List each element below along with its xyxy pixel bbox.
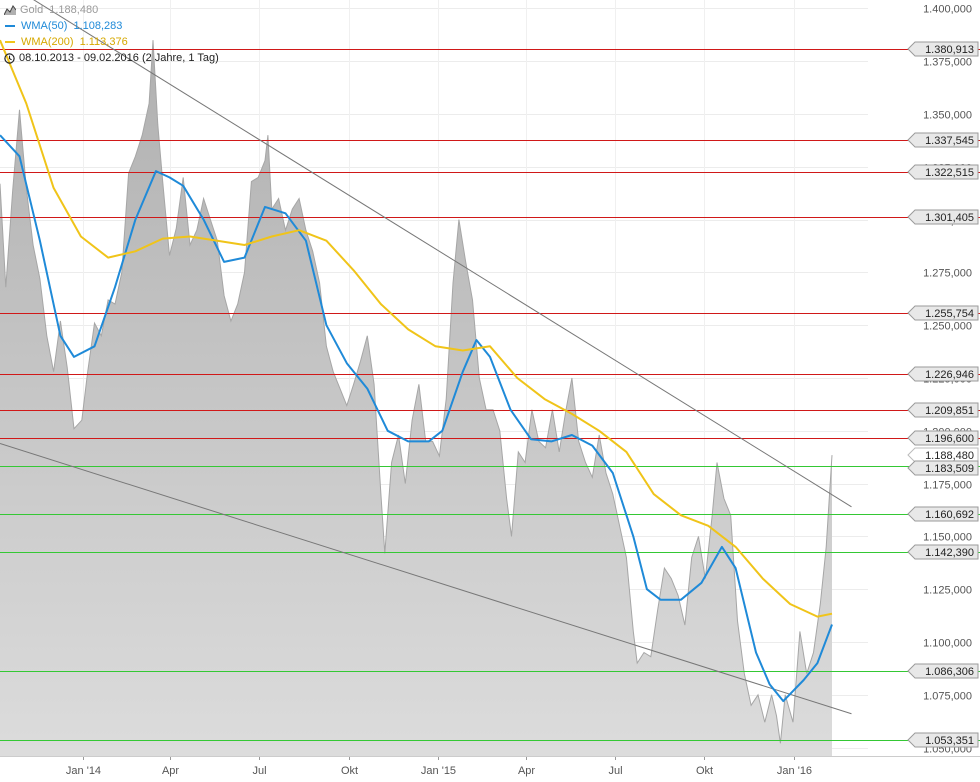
price-tag-text: 1.053,351	[925, 735, 974, 747]
legend-gold-value: 1.188,480	[49, 4, 99, 16]
clock-icon	[4, 52, 15, 64]
y-tick-label: 1.250,000	[923, 321, 972, 333]
price-tag-shape	[907, 209, 979, 225]
legend-wma50-value: 1.108,283	[73, 20, 123, 32]
price-tag-text: 1.183,509	[925, 463, 974, 475]
wma50-line[interactable]	[0, 134, 833, 703]
legend-gold-name: Gold	[20, 4, 44, 16]
last-price-tag[interactable]: 1.188,480	[907, 447, 979, 463]
level-price-tag[interactable]: 1.226,946	[907, 366, 979, 382]
y-tick-label: 1.125,000	[923, 585, 972, 597]
price-tag-text: 1.196,600	[925, 433, 974, 445]
level-price-tag[interactable]: 1.322,515	[907, 164, 979, 180]
price-tag-shape	[907, 402, 979, 418]
price-tag-text: 1.337,545	[925, 135, 974, 147]
price-tag-text: 1.086,306	[925, 666, 974, 678]
price-tag-shape	[907, 132, 979, 148]
price-tag-text: 1.209,851	[925, 405, 974, 417]
y-tick-label: 1.350,000	[923, 110, 972, 122]
level-price-tag[interactable]: 1.255,754	[907, 305, 979, 321]
level-price-tag[interactable]: 1.160,692	[907, 506, 979, 522]
level-price-tag[interactable]: 1.183,509	[907, 460, 979, 476]
y-tick-label: 1.175,000	[923, 480, 972, 492]
moving-averages-layer	[0, 39, 833, 703]
level-labels-layer: 1.380,913 1.337,545 1.322,515 1.301,405 1.25…	[907, 41, 979, 748]
x-tick-label: Jul	[252, 765, 266, 777]
wma200-swatch-icon	[5, 41, 15, 43]
price-tag-shape	[907, 366, 979, 382]
level-price-tag[interactable]: 1.337,545	[907, 132, 979, 148]
y-tick-label: 1.275,000	[923, 268, 972, 280]
level-price-tag[interactable]: 1.053,351	[907, 732, 979, 748]
gold-price-area[interactable]	[0, 40, 832, 757]
wma200-line[interactable]	[0, 39, 833, 618]
legend-gold-row[interactable]: Gold 1.188,480	[4, 2, 219, 18]
y-tick-label: 1.400,000	[923, 4, 972, 16]
price-tag-shape	[907, 41, 979, 57]
x-tick-label: Jan '14	[66, 765, 101, 777]
y-tick-label: 1.075,000	[923, 691, 972, 703]
price-tag-text: 1.255,754	[925, 308, 974, 320]
legend-wma200-name: WMA(200)	[21, 36, 74, 48]
price-tag-shape	[907, 663, 979, 679]
price-tag-text: 1.226,946	[925, 369, 974, 381]
legend-period-row[interactable]: 08.10.2013 - 09.02.2016 (2 Jahre, 1 Tag)	[4, 50, 219, 66]
level-price-tag[interactable]: 1.086,306	[907, 663, 979, 679]
x-tick-label: Okt	[696, 765, 713, 777]
level-price-tag[interactable]: 1.142,390	[907, 544, 979, 560]
y-tick-label: 1.150,000	[923, 532, 972, 544]
price-tag-shape	[907, 732, 979, 748]
level-price-tag[interactable]: 1.209,851	[907, 402, 979, 418]
legend-wma50-row[interactable]: WMA(50) 1.108,283	[4, 18, 219, 34]
legend-wma200-value: 1.113,376	[79, 36, 128, 48]
price-tag-text: 1.188,480	[925, 450, 974, 462]
price-tag-text: 1.142,390	[925, 547, 974, 559]
price-tag-text: 1.380,913	[925, 44, 974, 56]
legend-period-text: 08.10.2013 - 09.02.2016 (2 Jahre, 1 Tag)	[19, 52, 219, 64]
y-tick-label: 1.375,000	[923, 57, 972, 69]
price-tag-shape	[907, 506, 979, 522]
x-tick-label: Apr	[518, 765, 535, 777]
level-price-tag[interactable]: 1.196,600	[907, 430, 979, 446]
price-tag-text: 1.301,405	[925, 212, 974, 224]
y-tick-label: 1.100,000	[923, 638, 972, 650]
price-tag-shape	[907, 460, 979, 476]
legend-wma200-row[interactable]: WMA(200) 1.113,376	[4, 34, 219, 50]
price-tag-shape	[907, 164, 979, 180]
x-axis: Jan '14 Apr Jul Okt Jan '15 Apr Jul Okt Jan '16	[0, 756, 980, 777]
level-price-tag[interactable]: 1.380,913	[907, 41, 979, 57]
legend-wma50-name: WMA(50)	[21, 20, 68, 32]
chart-legend: Gold 1.188,480 WMA(50) 1.108,283 WMA(200…	[4, 2, 219, 66]
price-tag-shape	[907, 447, 979, 463]
wma50-swatch-icon	[5, 25, 15, 27]
trendline[interactable]	[0, 0, 852, 508]
price-tag-shape	[907, 430, 979, 446]
x-tick-label: Okt	[341, 765, 358, 777]
price-area-layer	[0, 40, 833, 757]
price-tag-shape	[907, 544, 979, 560]
gold-price-line[interactable]	[0, 40, 833, 744]
trendlines-layer	[0, 0, 852, 715]
x-tick-label: Jan '16	[777, 765, 812, 777]
price-tag-shape	[907, 305, 979, 321]
area-chart-icon	[4, 5, 16, 15]
level-price-tag[interactable]: 1.301,405	[907, 209, 979, 225]
x-tick-label: Jul	[608, 765, 622, 777]
horizontal-levels-layer	[0, 49, 980, 741]
price-tag-text: 1.160,692	[925, 509, 974, 521]
price-tag-text: 1.322,515	[925, 167, 974, 179]
x-tick-label: Jan '15	[421, 765, 456, 777]
x-tick-label: Apr	[162, 765, 179, 777]
trendline[interactable]	[0, 442, 852, 715]
